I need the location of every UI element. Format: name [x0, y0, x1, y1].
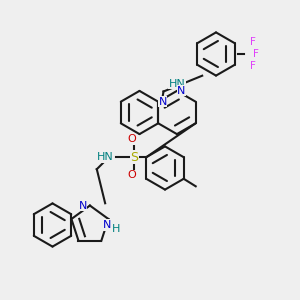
- Text: S: S: [130, 151, 138, 164]
- Text: O: O: [127, 134, 136, 144]
- Text: N: N: [158, 97, 167, 107]
- Text: H: H: [112, 224, 120, 235]
- Text: HN: HN: [169, 79, 185, 88]
- Text: O: O: [127, 170, 136, 180]
- Text: N: N: [177, 86, 186, 96]
- Text: F: F: [250, 61, 256, 71]
- Text: N: N: [103, 220, 111, 230]
- Text: N: N: [79, 201, 87, 211]
- Text: HN: HN: [97, 152, 113, 162]
- Text: F: F: [250, 37, 256, 47]
- Text: F: F: [253, 49, 259, 59]
